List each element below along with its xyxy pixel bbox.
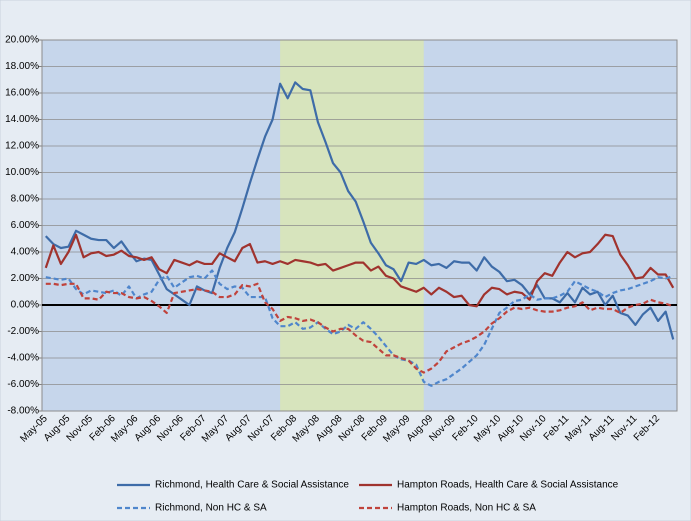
series-line <box>44 81 675 340</box>
y-tick-label: 2.00% <box>11 273 39 284</box>
y-tick-label: -8.00% <box>7 406 39 417</box>
y-tick-label: 10.00% <box>5 167 39 178</box>
y-tick-label: 20.00% <box>5 35 39 46</box>
series-line <box>45 269 674 387</box>
y-tick-label: 18.00% <box>5 61 39 72</box>
legend-label: Richmond, Health Care & Social Assistanc… <box>155 480 349 491</box>
legend: Richmond, Health Care & Social Assistanc… <box>117 480 619 514</box>
y-tick-label: 14.00% <box>5 114 39 125</box>
y-tick-label: 12.00% <box>5 141 39 152</box>
y-tick-label: 0.00% <box>11 300 39 311</box>
y-tick-label: 8.00% <box>11 194 39 205</box>
y-tick-label: 16.00% <box>5 88 39 99</box>
y-tick-label: -4.00% <box>7 353 39 364</box>
legend-label: Richmond, Non HC & SA <box>155 503 267 514</box>
y-tick-label: -2.00% <box>7 326 39 337</box>
series-line <box>44 233 675 308</box>
y-tick-label: -6.00% <box>7 379 39 390</box>
legend-label: Hampton Roads, Health Care & Social Assi… <box>397 480 619 491</box>
series-line <box>45 282 674 374</box>
legend-label: Hampton Roads, Non HC & SA <box>397 503 536 514</box>
y-tick-label: 4.00% <box>11 247 39 258</box>
y-tick-label: 6.00% <box>11 220 39 231</box>
plot-border <box>41 39 678 412</box>
